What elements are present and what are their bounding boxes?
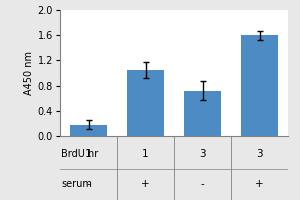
Text: +: + <box>255 179 264 189</box>
Bar <box>127 70 164 136</box>
Text: serum: serum <box>61 179 92 189</box>
Y-axis label: A450 nm: A450 nm <box>23 51 34 95</box>
Bar <box>70 125 107 136</box>
Text: BrdU hr: BrdU hr <box>61 149 98 159</box>
Bar <box>184 91 221 136</box>
Text: +: + <box>141 179 150 189</box>
Text: 1: 1 <box>142 149 149 159</box>
Text: 1: 1 <box>85 149 92 159</box>
Text: 3: 3 <box>199 149 206 159</box>
Text: 3: 3 <box>256 149 263 159</box>
Bar <box>241 35 278 136</box>
Text: -: - <box>201 179 204 189</box>
Text: -: - <box>87 179 90 189</box>
